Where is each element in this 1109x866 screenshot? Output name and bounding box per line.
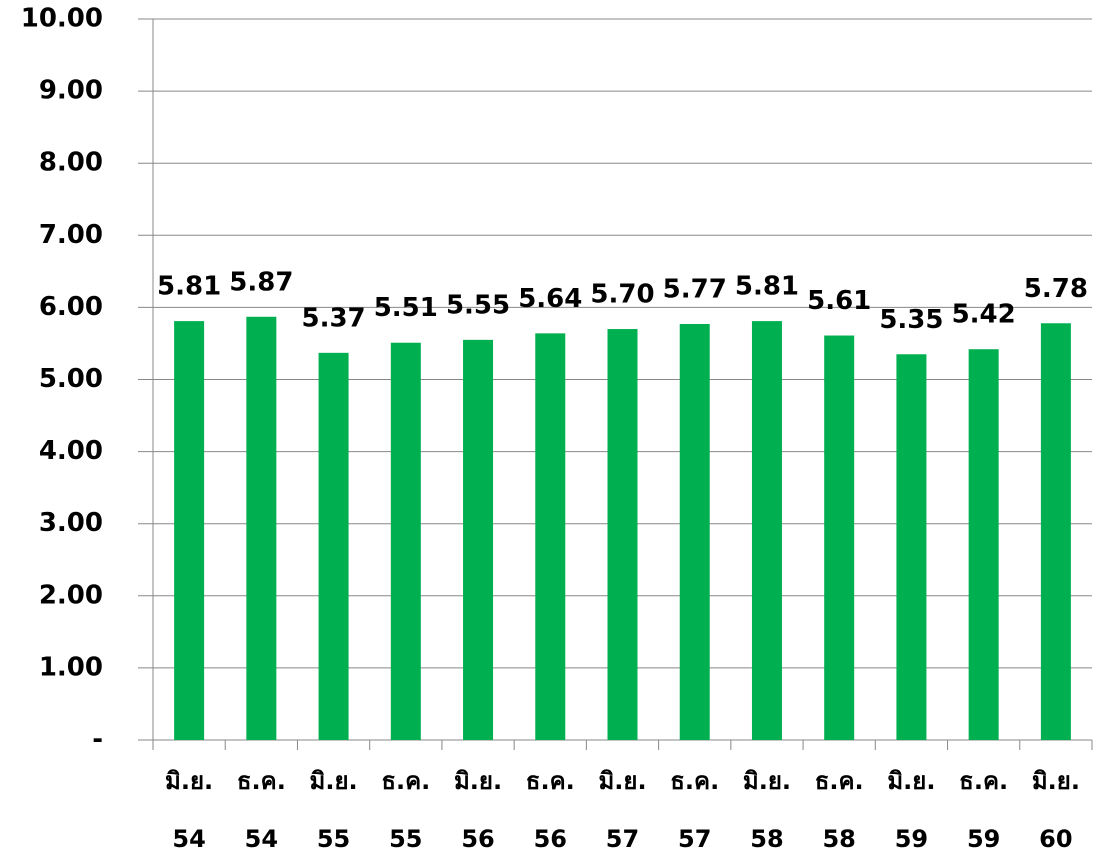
y-tick-label: 4.00 [39,436,103,466]
data-label: 5.42 [952,300,1016,330]
y-tick-label: - [92,725,103,755]
x-tick-label: มิ.ย. 58 [742,767,792,853]
x-tick-label: มิ.ย. 59 [887,767,936,853]
x-tick-label: ธ.ค. 56 [525,767,575,853]
data-label: 5.64 [518,284,582,314]
bar [246,316,277,740]
x-tick-label: มิ.ย. 54 [165,767,214,853]
data-label: 5.70 [590,280,654,310]
data-label: 5.87 [229,267,293,297]
data-label: 5.78 [1024,274,1088,304]
x-tick-label: มิ.ย. 56 [453,767,503,853]
bar [751,321,782,740]
data-label: 5.81 [157,272,221,302]
bar [896,354,927,740]
y-tick-label: 5.00 [39,364,103,394]
bar [463,339,494,740]
bar [824,335,855,740]
y-tick-label: 10.00 [21,4,103,34]
bar [174,321,205,740]
y-tick-label: 7.00 [39,220,103,250]
data-label: 5.55 [446,290,510,320]
x-tick-label: ธ.ค. 54 [236,767,286,853]
bar [535,333,566,740]
y-tick-label: 6.00 [39,292,103,322]
data-label: 5.37 [301,303,365,333]
data-label: 5.77 [663,274,727,304]
data-label: 5.81 [735,272,799,302]
y-tick-label: 2.00 [39,580,103,610]
y-tick-label: 9.00 [39,76,103,106]
bar [968,349,999,740]
bar [390,342,421,740]
y-tick-label: 3.00 [39,508,103,538]
x-tick-label: ธ.ค. 59 [959,767,1009,853]
x-tick-label: มิ.ย. 60 [1031,767,1080,853]
x-tick-label: ธ.ค. 55 [381,767,431,853]
bar [679,323,710,740]
y-tick-label: 1.00 [39,652,103,682]
data-label: 5.51 [374,293,438,323]
x-tick-label: ธ.ค. 58 [814,767,864,853]
bar [318,352,349,740]
y-tick-label: 8.00 [39,148,103,178]
data-label: 5.61 [807,286,871,316]
x-tick-label: ธ.ค. 57 [670,767,720,853]
bar [1040,323,1071,740]
bar [607,329,638,740]
x-tick-label: มิ.ย. 55 [309,767,358,853]
data-label: 5.35 [879,305,943,335]
x-tick-label: มิ.ย. 57 [598,767,647,853]
